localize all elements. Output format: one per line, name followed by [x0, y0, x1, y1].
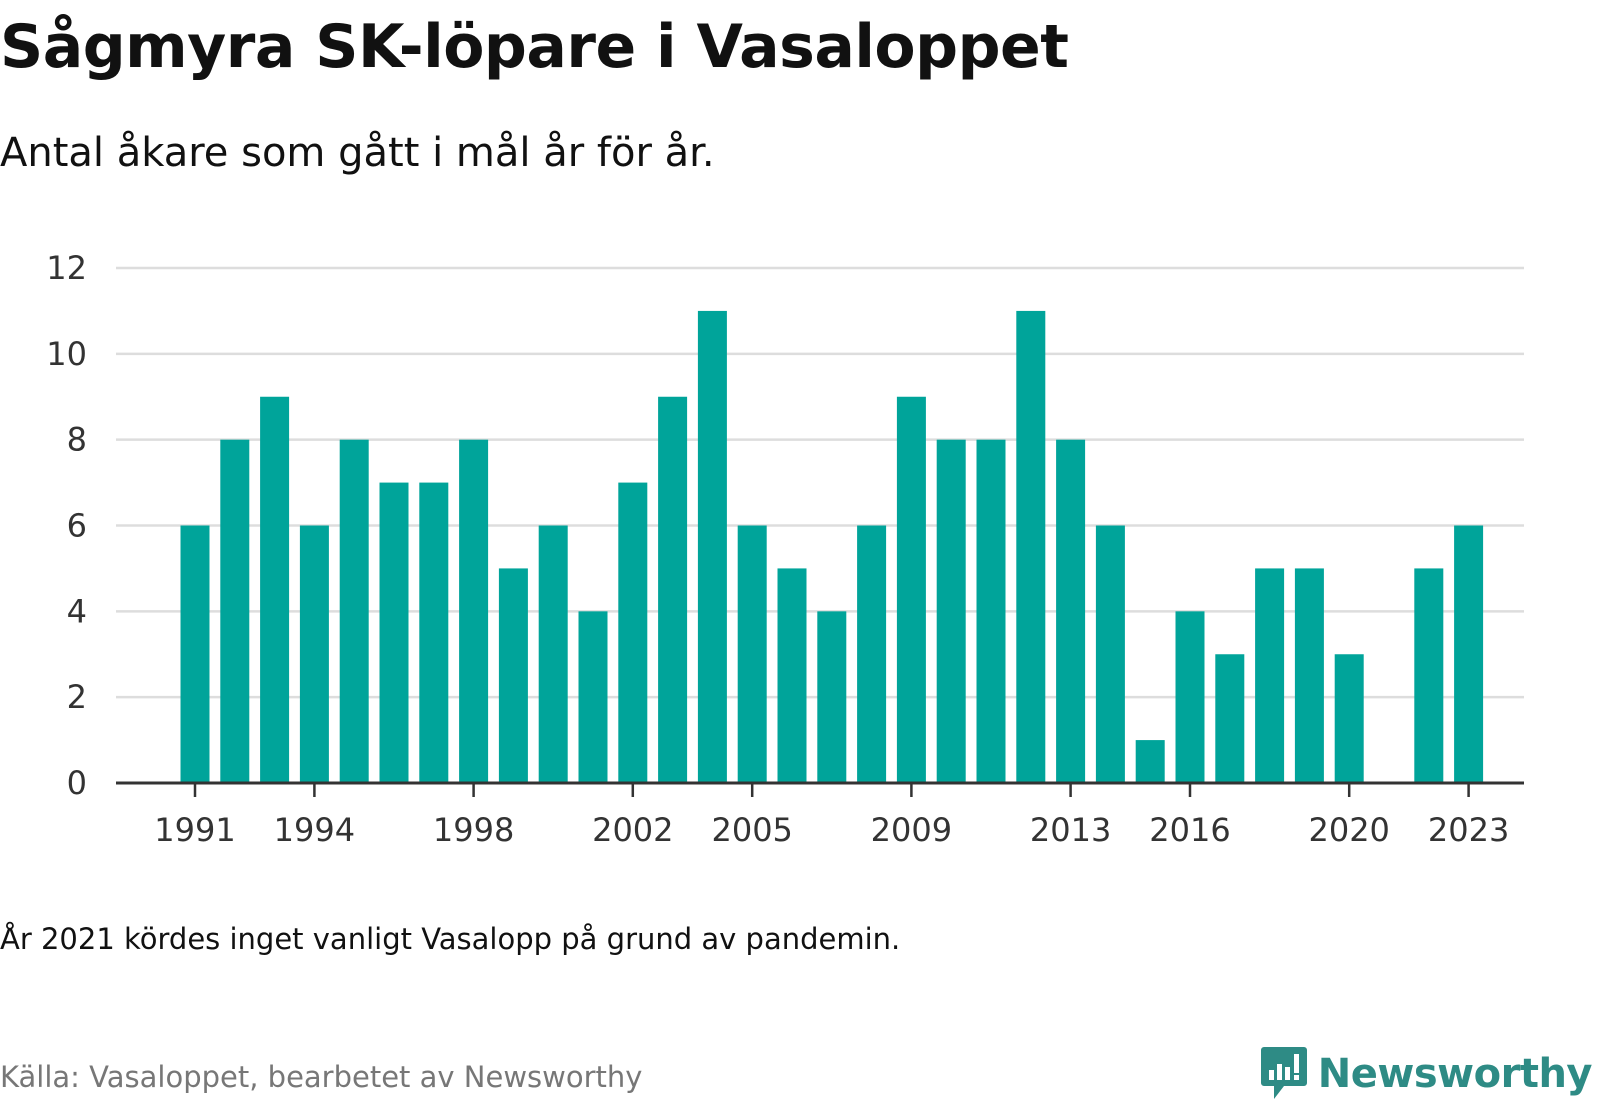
footnote: År 2021 kördes inget vanligt Vasalopp på… — [0, 922, 901, 956]
bar-2016 — [1175, 611, 1205, 783]
x-tick-label: 1991 — [154, 811, 235, 849]
bar-2017 — [1215, 654, 1245, 783]
y-tick-label: 4 — [67, 592, 87, 630]
bar-2002 — [618, 482, 648, 783]
bar-1992 — [220, 439, 250, 783]
y-tick-label: 2 — [67, 678, 87, 716]
bar-2020 — [1334, 654, 1364, 783]
y-tick-label: 0 — [67, 764, 87, 802]
source-text: Källa: Vasaloppet, bearbetet av Newswort… — [0, 1060, 643, 1094]
bar-2022 — [1414, 568, 1444, 783]
x-tick-label: 2023 — [1428, 811, 1509, 849]
bar-2014 — [1095, 525, 1125, 783]
bar-1993 — [260, 396, 290, 783]
bar-2003 — [658, 396, 688, 783]
bar-2006 — [777, 568, 807, 783]
y-tick-label: 8 — [67, 421, 87, 459]
x-tick-label: 2013 — [1030, 811, 1111, 849]
x-tick-label: 2009 — [871, 811, 952, 849]
x-tick-label: 2016 — [1149, 811, 1230, 849]
x-tick-label: 2002 — [592, 811, 673, 849]
bar-2019 — [1294, 568, 1324, 783]
bar-2011 — [976, 439, 1006, 783]
x-tick-label: 2020 — [1308, 811, 1389, 849]
y-tick-label: 10 — [46, 335, 87, 373]
bar-2008 — [857, 525, 887, 783]
bar-2010 — [936, 439, 966, 783]
newsworthy-logo-icon — [1260, 1047, 1307, 1099]
bars — [180, 310, 1484, 783]
bar-1997 — [419, 482, 449, 783]
chart-subtitle: Antal åkare som gått i mål år för år. — [0, 130, 715, 176]
bar-1991 — [180, 525, 210, 783]
x-tick-label: 1998 — [433, 811, 514, 849]
bar-2023 — [1454, 525, 1484, 783]
bar-2001 — [578, 611, 608, 783]
bar-2012 — [1016, 310, 1046, 783]
bar-1995 — [339, 439, 369, 783]
bar-2007 — [817, 611, 847, 783]
bar-2000 — [538, 525, 568, 783]
bar-1998 — [459, 439, 489, 783]
bar-2009 — [896, 396, 926, 783]
y-tick-label: 6 — [67, 507, 87, 545]
bar-2015 — [1135, 740, 1165, 783]
brand-name: Newsworthy — [1317, 1051, 1593, 1097]
y-axis-labels: 0 2 4 6 8 10 12 — [46, 249, 87, 802]
bar-2013 — [1056, 439, 1086, 783]
y-tick-label: 12 — [46, 249, 87, 287]
bar-1996 — [379, 482, 409, 783]
bar-1999 — [498, 568, 528, 783]
x-tick-label: 2005 — [711, 811, 792, 849]
x-axis — [116, 781, 1524, 797]
x-tick-label: 1994 — [274, 811, 355, 849]
bar-1994 — [299, 525, 329, 783]
chart-title: Sågmyra SK-löpare i Vasaloppet — [0, 12, 1069, 82]
bar-2005 — [737, 525, 767, 783]
bar-chart: 0 2 4 6 8 10 12 1991 1994 1998 2002 2005 2009 2013 20… — [46, 249, 1524, 849]
bar-2018 — [1255, 568, 1285, 783]
x-axis-labels: 1991 1994 1998 2002 2005 2009 2013 2016 2020 2023 — [154, 811, 1509, 849]
bar-2004 — [697, 310, 727, 783]
brand-logo: Newsworthy — [1260, 1045, 1593, 1103]
